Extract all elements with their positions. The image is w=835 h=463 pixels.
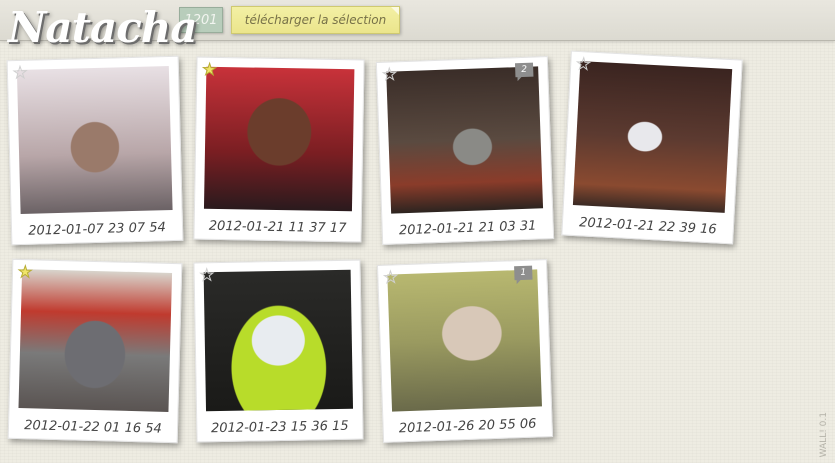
photo-image[interactable] bbox=[203, 66, 355, 212]
photo-caption: 2012-01-23 15 36 15 bbox=[210, 418, 349, 437]
photo-caption: 2012-01-22 01 16 54 bbox=[24, 418, 162, 437]
top-bar: 1201 télécharger la sélection bbox=[0, 0, 835, 41]
photo-image[interactable] bbox=[386, 66, 544, 214]
photo-card[interactable]: ★ 2012-01-22 01 16 54 bbox=[7, 258, 183, 444]
photo-card[interactable]: ★ 2 2012-01-21 21 03 31 bbox=[375, 56, 555, 245]
comment-badge-icon[interactable]: 2 bbox=[514, 62, 534, 78]
star-icon[interactable]: ★ bbox=[202, 59, 218, 79]
photo-caption: 2012-01-21 21 03 31 bbox=[398, 218, 537, 239]
photo-card[interactable]: ★ 2012-01-07 23 07 54 bbox=[6, 55, 184, 246]
star-icon[interactable]: ★ bbox=[12, 62, 28, 83]
photo-counter: 1201 bbox=[179, 7, 223, 33]
photo-image[interactable] bbox=[387, 269, 542, 412]
photo-image[interactable] bbox=[572, 61, 733, 213]
comment-badge-icon[interactable]: 1 bbox=[514, 265, 533, 281]
photo-caption: 2012-01-07 23 07 54 bbox=[28, 220, 167, 239]
photo-caption: 2012-01-21 11 37 17 bbox=[208, 218, 347, 237]
app-logo[interactable]: Natacha bbox=[8, 3, 198, 52]
star-icon[interactable]: ★ bbox=[575, 53, 592, 74]
photo-caption: 2012-01-21 22 39 16 bbox=[578, 215, 717, 238]
photo-card[interactable]: ★ 2012-01-21 11 37 17 bbox=[193, 56, 365, 243]
photo-card[interactable]: ★ 2012-01-23 15 36 15 bbox=[193, 259, 364, 443]
photo-card[interactable]: ★ 1 2012-01-26 20 55 06 bbox=[376, 259, 554, 443]
download-selection-button[interactable]: télécharger la sélection bbox=[231, 6, 400, 34]
star-icon[interactable]: ★ bbox=[383, 267, 399, 287]
photo-image[interactable] bbox=[203, 269, 354, 412]
photo-image[interactable] bbox=[18, 269, 173, 412]
star-icon[interactable]: ★ bbox=[381, 64, 397, 84]
photo-caption: 2012-01-26 20 55 06 bbox=[398, 416, 537, 437]
photo-card[interactable]: ★ 2012-01-21 22 39 16 bbox=[561, 50, 743, 245]
photo-image[interactable] bbox=[16, 66, 173, 214]
star-icon[interactable]: ★ bbox=[17, 261, 33, 282]
star-icon[interactable]: ★ bbox=[199, 265, 215, 285]
version-label: WALL! 0.1 bbox=[819, 411, 829, 457]
